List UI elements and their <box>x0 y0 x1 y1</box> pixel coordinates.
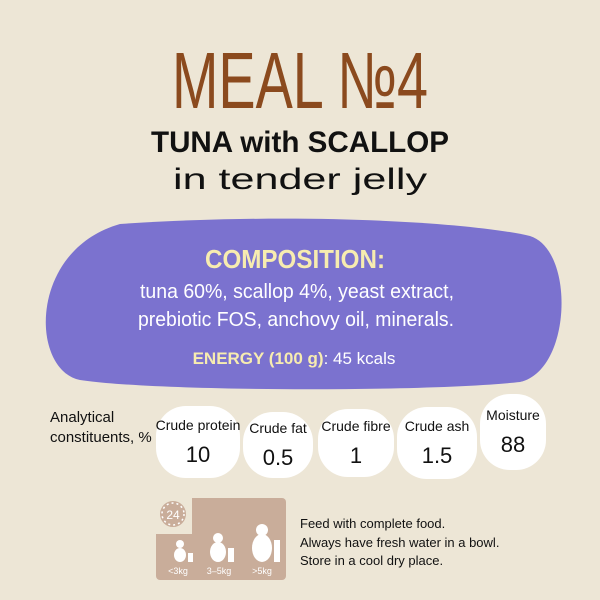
composition-line: tuna 60%, scallop 4%, yeast extract, <box>140 281 454 303</box>
analytical-label: Analytical <box>50 409 114 426</box>
constituent-badge <box>156 406 240 478</box>
subtitle: TUNA with SCALLOP <box>151 126 449 159</box>
constituent-value: 1 <box>350 443 362 468</box>
constituent-name: Crude protein <box>156 417 241 433</box>
composition-heading: COMPOSITION: <box>205 244 385 274</box>
constituent-badge <box>318 409 394 477</box>
constituent-value: 1.5 <box>422 443 453 468</box>
instruction: Feed with complete food. <box>300 516 445 531</box>
analytical-label: constituents, % <box>50 429 152 446</box>
title: MEAL №4 <box>172 36 428 125</box>
constituent-value: 0.5 <box>263 445 294 470</box>
weight: <3kg <box>168 566 188 576</box>
constituent-value: 10 <box>186 442 210 467</box>
constituent-name: Moisture <box>486 407 540 423</box>
energy-value: : 45 kcals <box>324 349 396 368</box>
constituent-name: Crude fat <box>249 420 307 436</box>
hours: 24 <box>166 508 180 522</box>
instruction: Store in a cool dry place. <box>300 553 443 568</box>
constituent-value: 88 <box>501 432 525 457</box>
energy: ENERGY (100 g): 45 kcals <box>193 349 396 368</box>
constituent-name: Crude ash <box>405 418 470 434</box>
instruction: Always have fresh water in a bowl. <box>300 535 499 550</box>
weight: >5kg <box>252 566 272 576</box>
constituents: Crude protein 10 Crude fat 0.5 Crude fibre 1 C… <box>156 394 546 479</box>
composition-line: prebiotic FOS, anchovy oil, minerals. <box>138 309 454 331</box>
constituent-badge <box>243 412 313 478</box>
energy-label: ENERGY (100 g) <box>193 349 324 368</box>
constituent-name: Crude fibre <box>321 418 390 434</box>
constituent-badge <box>397 407 477 479</box>
composition-panel <box>45 218 562 390</box>
feeding-icon: 24 <3kg 3–5kg >5kg <box>156 498 286 580</box>
tagline: in tender jelly <box>173 163 427 196</box>
constituent-badge <box>480 394 546 470</box>
weight: 3–5kg <box>207 566 232 576</box>
